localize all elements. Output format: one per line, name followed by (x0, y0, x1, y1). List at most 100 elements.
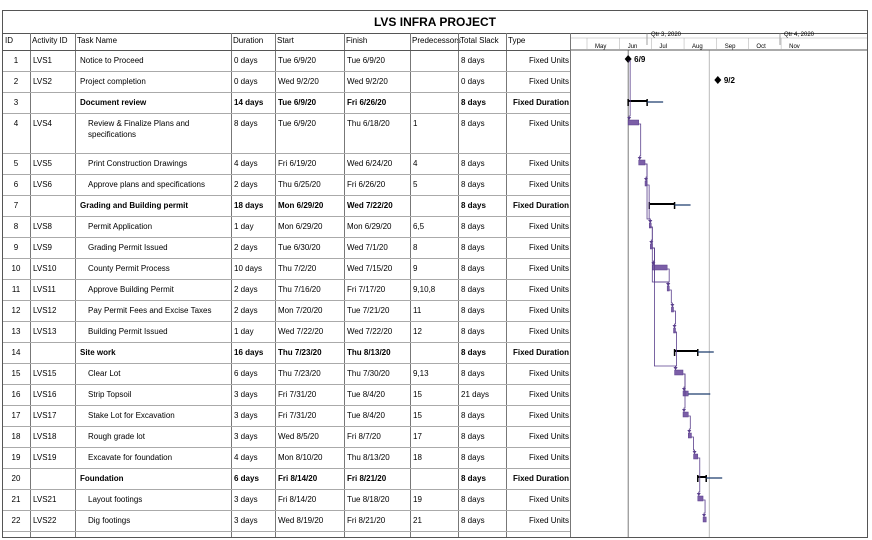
table-row[interactable]: 10 LVS10 County Permit Process 10 days Thu 7… (3, 258, 570, 279)
predecessors-cell: 9,10,8 (413, 285, 436, 294)
table-row[interactable]: 15 LVS15 Clear Lot 6 days Thu 7/23/20 Thu 7/3… (3, 363, 570, 384)
row-divider (3, 447, 570, 448)
duration-cell: 8 days (234, 119, 258, 128)
type-cell: Fixed Units (528, 77, 569, 86)
month-label-jun: Jun (628, 44, 638, 50)
duration-cell: 2 days (234, 243, 258, 252)
start-cell: Thu 6/25/20 (278, 180, 321, 189)
type-cell: Fixed Units (528, 495, 569, 504)
start-cell: Fri 6/19/20 (278, 159, 317, 168)
column-divider (75, 33, 76, 537)
row-divider (3, 71, 570, 72)
task-name-cell: Stake Lot for Excavation (88, 411, 175, 420)
start-cell: Thu 7/2/20 (278, 264, 317, 273)
task-bar (682, 390, 689, 397)
table-row[interactable]: 1 LVS1 Notice to Proceed 0 days Tue 6/9/20 Tu… (3, 50, 570, 71)
type-cell: Fixed Units (528, 327, 569, 336)
activity-id-cell: LVS12 (33, 306, 57, 315)
column-header-total-slack[interactable]: Total Slack (460, 36, 499, 45)
id-cell: 7 (13, 201, 19, 210)
table-row[interactable]: 4 LVS4 Review & Finalize Plans and specific… (3, 113, 570, 153)
table-row[interactable]: 2 LVS2 Project completion 0 days Wed 9/2/20 W… (3, 71, 570, 92)
table-row[interactable]: 9 LVS9 Grading Permit Issued 2 days Tue 6/30… (3, 237, 570, 258)
column-header-task-name[interactable]: Task Name (77, 36, 118, 45)
table-row[interactable]: 11 LVS11 Approve Building Permit 2 days Thu … (3, 279, 570, 300)
dependency-link (650, 226, 669, 286)
table-row[interactable]: 22 LVS22 Dig footings 3 days Wed 8/19/20 Fri … (3, 510, 570, 531)
id-cell: 19 (11, 453, 21, 462)
table-row[interactable]: 21 LVS21 Layout footings 3 days Fri 8/14/20 T… (3, 489, 570, 510)
id-cell: 6 (13, 180, 19, 189)
predecessors-cell: 21 (413, 516, 422, 525)
table-row[interactable]: 13 LVS13 Building Permit Issued 1 day Wed 7/… (3, 321, 570, 342)
type-cell: Fixed Duration (512, 201, 569, 210)
activity-id-cell: LVS15 (33, 369, 57, 378)
column-header-duration[interactable]: Duration (233, 36, 264, 45)
type-cell: Fixed Units (528, 159, 569, 168)
type-cell: Fixed Units (528, 390, 569, 399)
type-cell: Fixed Duration (512, 348, 569, 357)
task-name-cell: Approve Building Permit (88, 285, 174, 294)
milestone-label: 9/2 (724, 76, 736, 85)
activity-id-cell: LVS2 (33, 77, 52, 86)
row-divider (3, 279, 570, 280)
task-name-cell: Strip Topsoil (88, 390, 132, 399)
activity-id-cell: LVS5 (33, 159, 52, 168)
table-row[interactable]: 20 Foundation 6 days Fri 8/14/20 Fri 8/21/20… (3, 468, 570, 489)
column-header-start[interactable]: Start (277, 36, 294, 45)
start-cell: Thu 7/16/20 (278, 285, 321, 294)
table-row[interactable]: 16 LVS16 Strip Topsoil 3 days Fri 7/31/20 Tue… (3, 384, 570, 405)
total-slack-cell: 8 days (461, 285, 485, 294)
task-name-cell: Foundation (80, 474, 124, 483)
table-row[interactable]: 14 Site work 16 days Thu 7/23/20 Thu 8/13/20… (3, 342, 570, 363)
table-row[interactable]: 5 LVS5 Print Construction Drawings 4 days Fr… (3, 153, 570, 174)
column-header-finish[interactable]: Finish (346, 36, 368, 45)
start-cell: Fri 8/14/20 (278, 474, 318, 483)
table-row[interactable]: 8 LVS8 Permit Application 1 day Mon 6/29/20 M… (3, 216, 570, 237)
column-header-type[interactable]: Type (508, 36, 526, 45)
id-cell: 12 (11, 306, 21, 315)
total-slack-cell: 8 days (461, 222, 485, 231)
type-cell: Fixed Units (528, 306, 569, 315)
column-divider (458, 33, 459, 537)
table-row[interactable]: 6 LVS6 Approve plans and specifications 2 d… (3, 174, 570, 195)
finish-cell: Fri 7/17/20 (347, 285, 386, 294)
duration-cell: 16 days (234, 348, 264, 357)
duration-cell: 6 days (234, 474, 259, 483)
task-name-cell: Notice to Proceed (80, 56, 144, 65)
month-label-oct: Oct (756, 44, 766, 50)
table-row[interactable]: 19 LVS19 Excavate for foundation 4 days Mon … (3, 447, 570, 468)
table-row[interactable]: 3 Document review 14 days Tue 6/9/20 Fri 6/2… (3, 92, 570, 113)
table-row[interactable]: 12 LVS12 Pay Permit Fees and Excise Taxes 2… (3, 300, 570, 321)
finish-cell: Wed 7/22/20 (347, 327, 393, 336)
column-header-predecessors[interactable]: Predecessors (412, 36, 461, 45)
month-label-may: May (595, 44, 606, 50)
finish-cell: Wed 9/2/20 (347, 77, 388, 86)
quarter-label: Qtr 3, 2020 (651, 32, 682, 38)
duration-cell: 3 days (234, 390, 258, 399)
type-cell: Fixed Units (528, 222, 569, 231)
finish-cell: Thu 8/13/20 (347, 348, 391, 357)
dependency-arrowhead (627, 117, 632, 120)
row-divider (3, 468, 570, 469)
id-cell: 1 (13, 56, 19, 65)
column-header-activity-id[interactable]: Activity ID (32, 36, 68, 45)
row-divider (3, 195, 570, 196)
type-cell: Fixed Duration (512, 98, 569, 107)
total-slack-cell: 8 days (461, 56, 485, 65)
table-row[interactable]: 17 LVS17 Stake Lot for Excavation 3 days Fri… (3, 405, 570, 426)
type-cell: Fixed Units (528, 180, 569, 189)
column-header-id[interactable]: ID (5, 36, 13, 45)
task-name-cell: Building Permit Issued (88, 327, 168, 336)
table-row[interactable]: 18 LVS18 Rough grade lot 3 days Wed 8/5/20 Fr… (3, 426, 570, 447)
dependency-arrowhead (682, 409, 687, 412)
start-cell: Fri 8/14/20 (278, 495, 317, 504)
row-divider (3, 342, 570, 343)
column-divider (570, 33, 571, 537)
predecessors-cell: 19 (413, 495, 422, 504)
row-divider (3, 321, 570, 322)
finish-cell: Thu 8/13/20 (347, 453, 390, 462)
start-cell: Fri 7/31/20 (278, 390, 317, 399)
table-row[interactable]: 7 Grading and Building permit 18 days Mon 6… (3, 195, 570, 216)
task-name-cell: Rough grade lot (88, 432, 145, 441)
